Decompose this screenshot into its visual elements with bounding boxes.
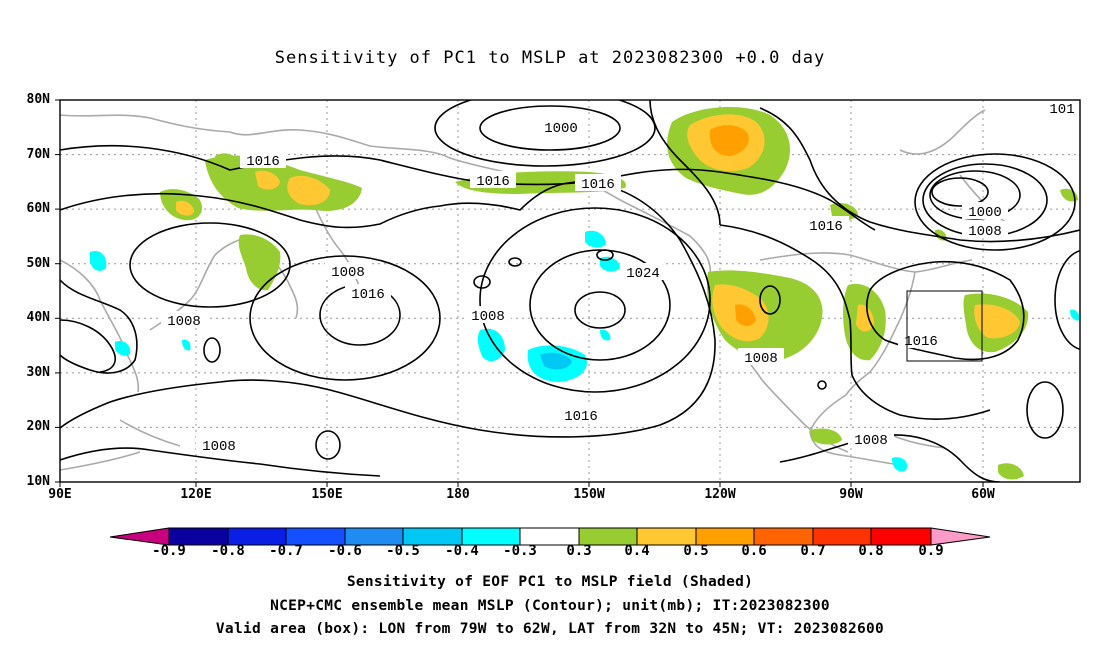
contour-label: 1008 xyxy=(196,436,242,455)
svg-text:1024: 1024 xyxy=(626,266,660,282)
colorbar-label: 0.7 xyxy=(800,543,826,559)
svg-text:1016: 1016 xyxy=(476,174,510,190)
caption-valid-area: Valid area (box): LON from 79W to 62W, L… xyxy=(215,621,885,637)
lat-tick-label: 80N xyxy=(26,92,50,107)
svg-text:1000: 1000 xyxy=(544,121,578,137)
svg-text:1008: 1008 xyxy=(968,224,1002,240)
svg-text:101: 101 xyxy=(1049,102,1074,118)
colorbar-label: -0.3 xyxy=(503,543,537,559)
contour-label: 1024 xyxy=(620,263,666,282)
svg-text:1008: 1008 xyxy=(744,351,778,367)
contour-label: 1016 xyxy=(345,284,391,303)
colorbar-label: 0.9 xyxy=(918,543,944,559)
negative-sensitivity-shading xyxy=(90,230,1080,472)
plot-frame xyxy=(59,99,1081,483)
contour-label: 1016 xyxy=(803,216,849,235)
lat-tick-label: 70N xyxy=(26,147,50,162)
lat-tick-label: 30N xyxy=(26,365,50,380)
lon-tick-label: 90W xyxy=(839,487,863,502)
lon-tick-label: 180 xyxy=(446,487,470,502)
contour-label: 1008 xyxy=(325,262,371,281)
svg-text:1016: 1016 xyxy=(351,287,385,303)
contour-label: 1008 xyxy=(161,311,207,330)
contour-label: 1008 xyxy=(465,306,511,325)
lon-tick-label: 60W xyxy=(971,487,995,502)
contour-label: 1016 xyxy=(558,406,604,425)
svg-text:1000: 1000 xyxy=(968,205,1002,221)
lon-tick-label: 120W xyxy=(704,487,736,502)
lon-tick-label: 150E xyxy=(311,487,343,502)
tick-marks xyxy=(55,99,984,487)
svg-text:1008: 1008 xyxy=(167,314,201,330)
lat-tick-label: 40N xyxy=(26,310,50,325)
colorbar-label: -0.8 xyxy=(211,543,245,559)
svg-text:1016: 1016 xyxy=(564,409,598,425)
caption-contours: NCEP+CMC ensemble mean MSLP (Contour); u… xyxy=(270,598,830,614)
contour-label: 1000 xyxy=(962,202,1008,221)
colorbar-label: -0.4 xyxy=(445,543,479,559)
svg-text:1016: 1016 xyxy=(809,219,843,235)
colorbar-label: 0.8 xyxy=(858,543,884,559)
svg-text:1016: 1016 xyxy=(904,334,938,350)
lon-tick-label: 120E xyxy=(180,487,212,502)
positive-sensitivity-shading xyxy=(160,106,1078,480)
contour-label: 1008 xyxy=(962,221,1008,240)
contour-label: 1016 xyxy=(470,171,516,190)
lat-tick-label: 60N xyxy=(26,201,50,216)
grid-lines xyxy=(60,100,1080,482)
colorbar xyxy=(109,527,991,546)
svg-text:1008: 1008 xyxy=(854,433,888,449)
svg-text:1008: 1008 xyxy=(471,309,505,325)
contour-label: 1008 xyxy=(848,430,894,449)
lon-tick-label: 90E xyxy=(48,487,72,502)
lat-tick-label: 50N xyxy=(26,256,50,271)
contour-label: 1016 xyxy=(575,174,621,193)
colorbar-label: -0.5 xyxy=(386,543,420,559)
contour-label: 1016 xyxy=(240,151,286,170)
colorbar-label: 0.3 xyxy=(566,543,592,559)
colorbar-label: -0.9 xyxy=(152,543,186,559)
colorbar-label: -0.6 xyxy=(328,543,362,559)
chart-title: Sensitivity of PC1 to MSLP at 2023082300… xyxy=(274,48,826,68)
contour-labels: 1000 1016 1016 1016 1008 1016 xyxy=(161,100,1080,455)
contour-label: 1016 xyxy=(898,331,944,350)
valid-area-box xyxy=(906,290,983,362)
svg-text:1008: 1008 xyxy=(202,439,236,455)
colorbar-label: 0.5 xyxy=(683,543,709,559)
contour-label: 1000 xyxy=(538,118,584,137)
svg-text:1008: 1008 xyxy=(331,265,365,281)
contour-label: 1008 xyxy=(738,348,784,367)
lat-tick-label: 20N xyxy=(26,419,50,434)
colorbar-end-high xyxy=(930,527,991,546)
contour-label: 101 xyxy=(1044,100,1080,118)
colorbar-label: 0.6 xyxy=(741,543,767,559)
svg-text:1016: 1016 xyxy=(581,177,615,193)
caption-shading: Sensitivity of EOF PC1 to MSLP field (Sh… xyxy=(346,574,754,590)
colorbar-label: 0.4 xyxy=(624,543,650,559)
svg-text:1016: 1016 xyxy=(246,154,280,170)
lat-tick-label: 10N xyxy=(26,474,50,489)
lon-tick-label: 150W xyxy=(573,487,605,502)
colorbar-label: -0.7 xyxy=(269,543,303,559)
